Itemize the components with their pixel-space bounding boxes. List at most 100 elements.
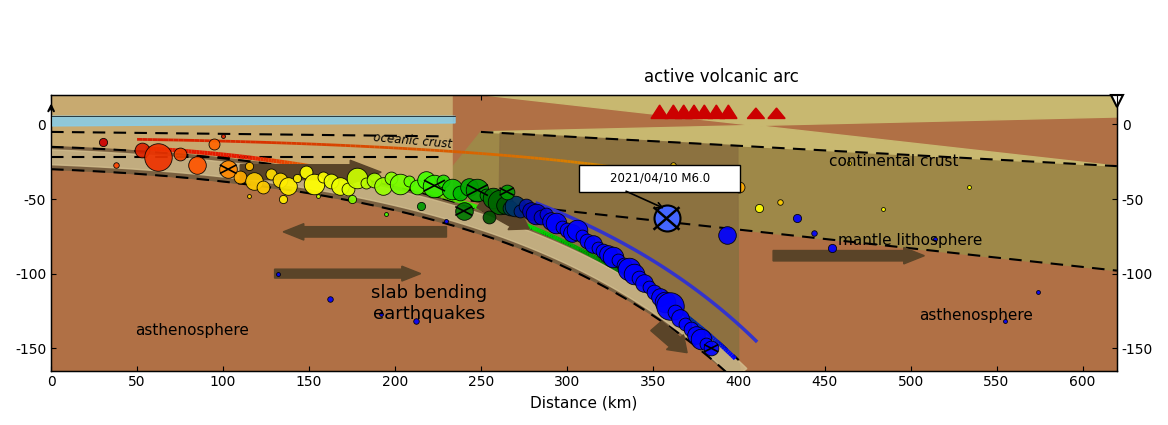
Point: [822, 245, 841, 252]
Point: [787, 215, 806, 222]
Point: [313, 173, 332, 180]
Polygon shape: [748, 108, 765, 119]
Point: [371, 311, 390, 317]
Point: [589, 245, 607, 252]
Point: [583, 241, 602, 247]
Point: [593, 248, 612, 255]
Point: [320, 295, 339, 302]
Polygon shape: [665, 105, 682, 119]
Point: [609, 257, 627, 264]
Point: [651, 294, 669, 301]
Point: [960, 184, 979, 190]
Point: [377, 210, 396, 217]
Point: [805, 230, 823, 237]
Point: [599, 251, 618, 258]
Polygon shape: [651, 105, 668, 119]
Point: [874, 206, 892, 213]
Point: [477, 191, 495, 198]
Polygon shape: [767, 108, 785, 119]
Point: [568, 227, 586, 234]
Point: [348, 175, 367, 181]
Polygon shape: [51, 147, 363, 204]
FancyArrow shape: [241, 160, 381, 184]
Point: [374, 182, 392, 189]
Polygon shape: [51, 116, 456, 126]
Point: [563, 230, 582, 237]
Point: [696, 340, 715, 347]
Text: active volcanic arc: active volcanic arc: [644, 68, 799, 86]
Point: [148, 154, 167, 161]
Point: [339, 185, 357, 192]
Point: [521, 207, 540, 214]
Point: [356, 179, 375, 186]
Point: [506, 203, 524, 210]
Point: [655, 299, 674, 306]
Point: [171, 151, 189, 158]
Point: [687, 332, 705, 338]
Text: asthenosphere: asthenosphere: [135, 323, 249, 338]
Point: [93, 139, 112, 146]
Polygon shape: [51, 95, 1117, 371]
Point: [417, 176, 436, 183]
Point: [640, 283, 659, 290]
Point: [512, 207, 530, 214]
Point: [698, 173, 717, 180]
Point: [925, 236, 944, 243]
Point: [308, 193, 327, 199]
Point: [625, 270, 644, 277]
Point: [273, 196, 292, 202]
Point: [996, 318, 1015, 325]
Text: oceanic crust: oceanic crust: [373, 131, 452, 151]
Point: [666, 309, 684, 316]
Point: [484, 194, 502, 201]
Point: [480, 213, 499, 220]
Text: slab bending
earthquakes: slab bending earthquakes: [371, 284, 487, 323]
Point: [676, 321, 695, 328]
Point: [681, 326, 700, 332]
Point: [279, 182, 298, 189]
Point: [578, 238, 597, 244]
FancyArrow shape: [651, 321, 687, 353]
Point: [437, 218, 456, 225]
FancyArrow shape: [773, 247, 924, 264]
Text: asthenosphere: asthenosphere: [919, 308, 1033, 323]
Point: [604, 254, 623, 261]
Text: 2021/04/10 M6.0: 2021/04/10 M6.0: [610, 172, 710, 184]
Point: [619, 266, 638, 272]
Polygon shape: [51, 147, 742, 387]
Point: [498, 188, 516, 195]
Point: [557, 227, 576, 234]
Point: [425, 182, 444, 189]
Point: [645, 288, 663, 295]
Point: [573, 233, 592, 240]
Point: [133, 146, 152, 153]
Point: [391, 181, 410, 187]
FancyBboxPatch shape: [579, 165, 741, 192]
X-axis label: Distance (km): Distance (km): [530, 395, 638, 410]
Polygon shape: [719, 105, 737, 119]
Polygon shape: [708, 105, 725, 119]
Point: [399, 178, 418, 184]
Point: [107, 162, 126, 168]
Point: [231, 173, 250, 180]
FancyArrow shape: [274, 266, 420, 281]
Point: [451, 190, 470, 196]
Point: [459, 184, 478, 190]
Point: [750, 204, 769, 211]
Point: [408, 184, 426, 190]
Point: [635, 279, 654, 286]
Point: [364, 176, 383, 183]
Point: [411, 203, 430, 210]
Point: [702, 345, 721, 351]
Point: [527, 210, 545, 217]
Point: [491, 198, 509, 205]
Point: [214, 133, 232, 140]
Point: [443, 185, 461, 192]
Polygon shape: [675, 105, 693, 119]
Point: [630, 275, 648, 281]
Polygon shape: [499, 133, 738, 360]
FancyArrow shape: [283, 224, 446, 240]
Point: [331, 182, 349, 189]
Point: [537, 210, 556, 217]
Point: [271, 176, 290, 183]
